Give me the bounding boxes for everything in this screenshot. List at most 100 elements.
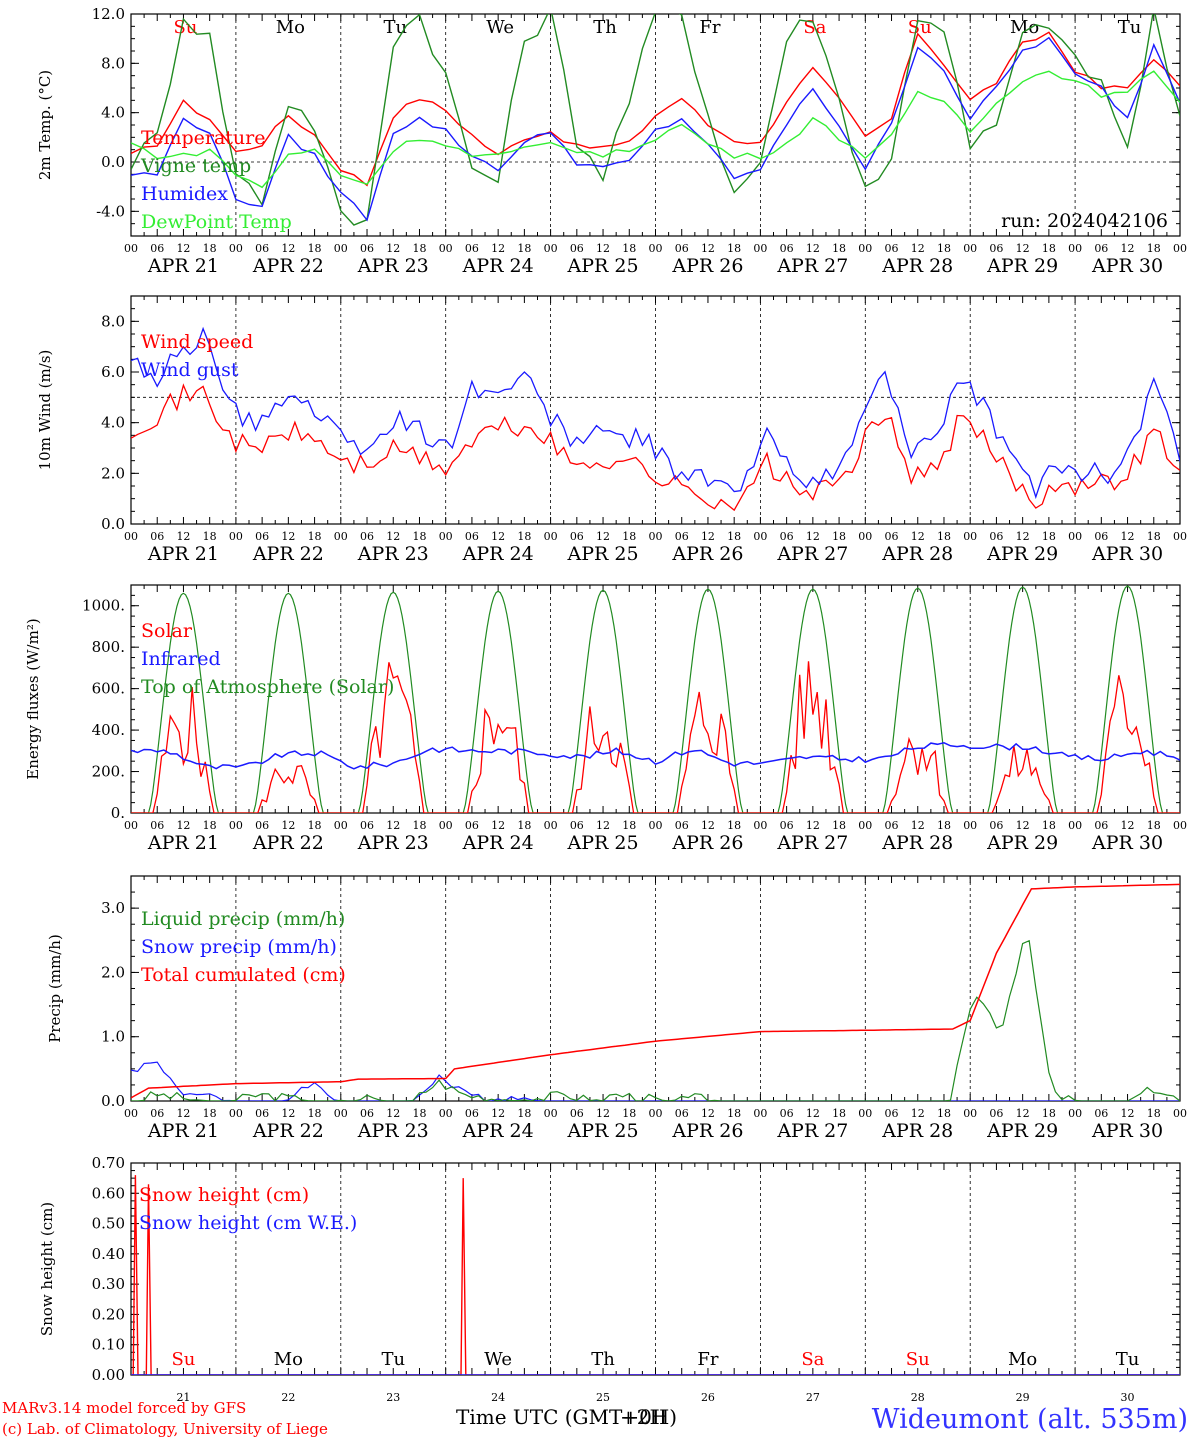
hour-tick-label: 00 bbox=[544, 242, 558, 255]
hour-tick-label: 18 bbox=[937, 819, 951, 832]
hour-tick-label: 00 bbox=[649, 530, 663, 543]
hour-tick-label: 00 bbox=[1173, 1107, 1187, 1120]
hour-tick-label: 12 bbox=[386, 242, 400, 255]
hour-tick-label: 06 bbox=[989, 1107, 1003, 1120]
hour-tick-label: 00 bbox=[963, 819, 977, 832]
hour-tick-label: 12 bbox=[176, 242, 190, 255]
hour-tick-label: 06 bbox=[360, 242, 374, 255]
plot-area bbox=[131, 883, 1180, 1101]
hour-tick-label: 00 bbox=[229, 819, 243, 832]
y-tick-label: 8.0 bbox=[101, 54, 125, 72]
series-line-4 bbox=[131, 70, 1180, 189]
legend-entry: Wind gust bbox=[141, 359, 239, 381]
panel-5: 0.70 0.60 0.50 0.40 0.30 0.20 0.10 0.00 Snow hei… bbox=[38, 1154, 1181, 1404]
y-tick-label: 0.10 bbox=[92, 1336, 125, 1354]
date-label: APR 26 bbox=[671, 255, 743, 277]
hour-tick-label: 18 bbox=[1042, 242, 1056, 255]
y-tick-label: 1.0 bbox=[101, 1028, 125, 1046]
weekday-label: Tu bbox=[1116, 1349, 1140, 1370]
hour-tick-label: 00 bbox=[1173, 819, 1187, 832]
hour-tick-label: 06 bbox=[675, 242, 689, 255]
date-label: APR 27 bbox=[776, 832, 848, 854]
legend-entry: Snow height (cm) bbox=[139, 1184, 309, 1206]
weekday-label: Th bbox=[591, 1349, 615, 1370]
y-tick-label: 600. bbox=[92, 680, 125, 698]
hour-tick-label: 18 bbox=[622, 242, 636, 255]
weekday-label: Fr bbox=[697, 1349, 718, 1370]
hour-tick-label: 18 bbox=[622, 1107, 636, 1120]
hour-tick-label: 18 bbox=[832, 530, 846, 543]
weekday-label: Tu bbox=[1118, 17, 1142, 38]
hour-tick-label: 12 bbox=[911, 819, 925, 832]
hour-tick-label: 12 bbox=[1016, 530, 1030, 543]
hour-tick-label: 06 bbox=[780, 242, 794, 255]
date-label: APR 30 bbox=[1091, 832, 1163, 854]
date-label: APR 21 bbox=[147, 1120, 219, 1142]
y-tick-label: 800. bbox=[92, 638, 125, 656]
hour-tick-label: 00 bbox=[334, 819, 348, 832]
y-tick-label: 0.40 bbox=[92, 1245, 125, 1263]
hour-tick-label: 12 bbox=[1016, 242, 1030, 255]
date-label: APR 22 bbox=[252, 543, 324, 565]
hour-tick-label: 00 bbox=[753, 242, 767, 255]
date-label: APR 30 bbox=[1091, 255, 1163, 277]
hour-tick-label: 06 bbox=[885, 819, 899, 832]
date-label: APR 23 bbox=[357, 832, 429, 854]
legend-entry: Humidex bbox=[141, 183, 228, 205]
hour-tick-label: 18 bbox=[203, 1107, 217, 1120]
hour-tick-label: 06 bbox=[1094, 242, 1108, 255]
series-line-3 bbox=[131, 36, 1180, 222]
hour-tick-label: 00 bbox=[858, 1107, 872, 1120]
hour-tick-label: 00 bbox=[963, 242, 977, 255]
hour-tick-label: 12 bbox=[701, 242, 715, 255]
hour-tick-label: 06 bbox=[989, 819, 1003, 832]
hour-tick-label: 18 bbox=[203, 819, 217, 832]
series-line-3 bbox=[131, 585, 1180, 813]
date-label: APR 29 bbox=[986, 1120, 1058, 1142]
y-tick-label: 0.30 bbox=[92, 1275, 125, 1293]
panel-1: 12.08.04.00.0-4.02m Temp. (°C)00 06 12 18AP… bbox=[36, 5, 1187, 277]
hour-tick-label: 00 bbox=[649, 819, 663, 832]
hour-tick-label: 00 bbox=[1068, 242, 1082, 255]
legend-entry: DewPoint Temp bbox=[141, 211, 292, 233]
series-line-1 bbox=[131, 939, 1180, 1101]
run-label: run: 2024042106 bbox=[1001, 210, 1168, 232]
series-line-2 bbox=[131, 14, 1180, 226]
date-label: APR 28 bbox=[881, 832, 953, 854]
hour-tick-label: 18 bbox=[412, 819, 426, 832]
hour-tick-label: 00 bbox=[544, 1107, 558, 1120]
legend-entry: Temperature bbox=[141, 127, 265, 149]
hour-tick-label: 06 bbox=[150, 819, 164, 832]
y-tick-label: 200. bbox=[92, 763, 125, 781]
hour-tick-label: 06 bbox=[1094, 530, 1108, 543]
hour-tick-label: 12 bbox=[911, 1107, 925, 1120]
date-label: APR 25 bbox=[567, 1120, 639, 1142]
y-tick-label: 0.60 bbox=[92, 1184, 125, 1202]
hour-tick-label: 12 bbox=[806, 1107, 820, 1120]
y-tick-label: 0.50 bbox=[92, 1215, 125, 1233]
y-axis-label: Snow height (cm) bbox=[38, 1202, 56, 1336]
hour-tick-label: 06 bbox=[150, 530, 164, 543]
hour-tick-label: 18 bbox=[1147, 819, 1161, 832]
hour-tick-label: 00 bbox=[1068, 1107, 1082, 1120]
hour-tick-label: 00 bbox=[229, 1107, 243, 1120]
date-label: APR 24 bbox=[462, 543, 534, 565]
plot-area bbox=[131, 1175, 1180, 1375]
hour-tick-label: 06 bbox=[255, 1107, 269, 1120]
hour-tick-label: 00 bbox=[1173, 242, 1187, 255]
date-label: APR 23 bbox=[357, 543, 429, 565]
hour-tick-label: 06 bbox=[150, 242, 164, 255]
hour-tick-label: 06 bbox=[360, 819, 374, 832]
date-label: APR 30 bbox=[1091, 543, 1163, 565]
day-number-label: 24 bbox=[491, 1391, 505, 1404]
hour-tick-label: 18 bbox=[937, 530, 951, 543]
hour-tick-label: 06 bbox=[885, 1107, 899, 1120]
hour-tick-label: 00 bbox=[1068, 819, 1082, 832]
weekday-label: We bbox=[484, 1349, 512, 1370]
y-tick-label: 4.0 bbox=[101, 104, 125, 122]
hour-tick-label: 00 bbox=[753, 530, 767, 543]
hour-tick-label: 18 bbox=[727, 1107, 741, 1120]
date-label: APR 25 bbox=[567, 543, 639, 565]
hour-tick-label: 06 bbox=[675, 530, 689, 543]
